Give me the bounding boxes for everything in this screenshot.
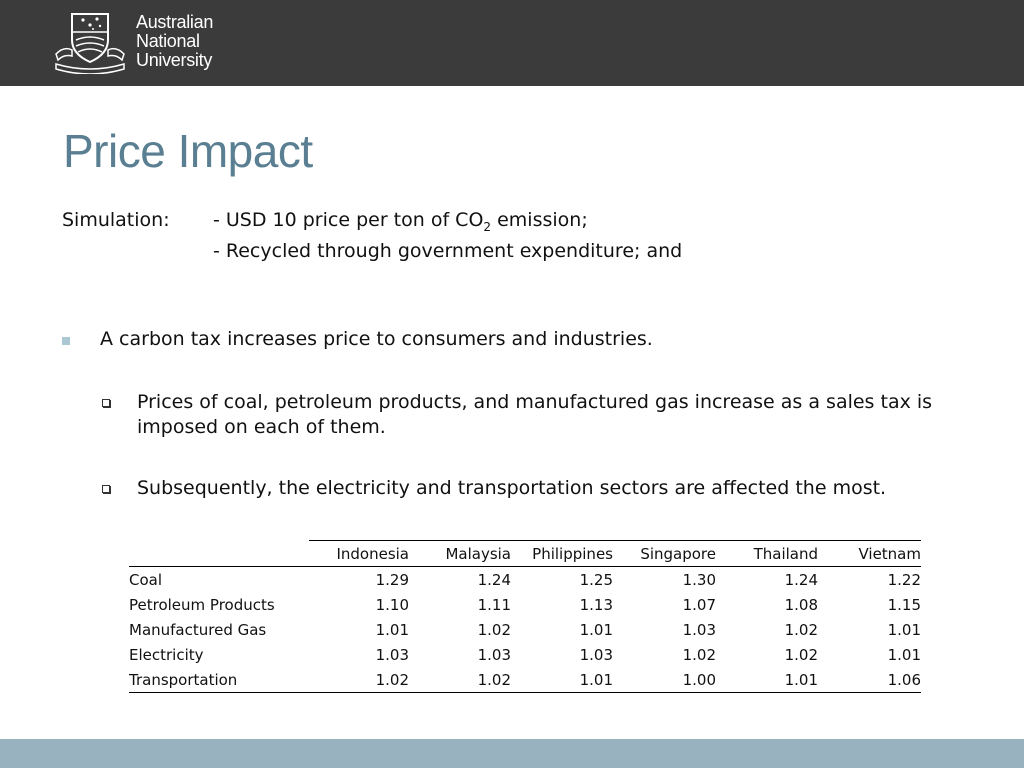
table-cell: 1.07 (682, 595, 716, 614)
table-cell: 1.22 (887, 570, 921, 589)
table-row: Manufactured Gas 1.01 1.02 1.01 1.03 1.0… (129, 617, 921, 642)
column-header: Vietnam (818, 540, 921, 567)
price-impact-table: Indonesia Malaysia Philippines Singapore… (129, 540, 921, 693)
simulation-line-1-suffix: emission; (491, 209, 588, 231)
column-header: Thailand (716, 540, 818, 567)
column-header: Malaysia (409, 540, 511, 567)
table-cell: 1.02 (784, 645, 818, 664)
hollow-square-bullet-icon (102, 399, 110, 407)
simulation-line-2: - Recycled through government expenditur… (213, 240, 683, 262)
table-cell: 1.03 (477, 645, 511, 664)
footer-bar (0, 739, 1024, 768)
column-header: Singapore (613, 540, 716, 567)
table-cell: 1.29 (375, 570, 409, 589)
table-cell: 1.01 (511, 667, 613, 693)
table-cell: 1.13 (579, 595, 613, 614)
square-bullet-icon (62, 337, 70, 345)
table-cell: 1.03 (579, 645, 613, 664)
table-cell: 1.01 (716, 667, 818, 693)
table-cell: 1.24 (477, 570, 511, 589)
table-cell: 1.08 (784, 595, 818, 614)
sub-bullet-2-text: Subsequently, the electricity and transp… (137, 477, 887, 499)
table-cell: 1.00 (613, 667, 716, 693)
table-cell: 1.15 (887, 595, 921, 614)
table-corner-cell (129, 540, 309, 567)
university-line-3: University (136, 50, 213, 70)
co2-subscript: 2 (483, 219, 492, 234)
table-cell: 1.03 (375, 645, 409, 664)
table-row: Coal 1.29 1.24 1.25 1.30 1.24 1.22 (129, 567, 921, 593)
table-cell: 1.01 (375, 620, 409, 639)
table-row: Petroleum Products 1.10 1.11 1.13 1.07 1… (129, 592, 921, 617)
table-cell: 1.02 (409, 667, 511, 693)
header-bar: Australian National University (0, 0, 1024, 86)
hollow-square-bullet-icon (102, 485, 110, 493)
row-label: Electricity (129, 645, 204, 664)
table-row: Electricity 1.03 1.03 1.03 1.02 1.02 1.0… (129, 642, 921, 667)
table-cell: 1.02 (682, 645, 716, 664)
sub-bullet-1: Prices of coal, petroleum products, and … (100, 390, 960, 440)
table-header-row: Indonesia Malaysia Philippines Singapore… (129, 540, 921, 567)
table-cell: 1.25 (579, 570, 613, 589)
university-wordmark: Australian National University (136, 13, 213, 70)
column-header: Philippines (511, 540, 613, 567)
table-cell: 1.02 (477, 620, 511, 639)
university-line-2: National (136, 31, 200, 51)
table-cell: 1.30 (682, 570, 716, 589)
row-label: Coal (129, 570, 163, 589)
row-label: Petroleum Products (129, 595, 275, 614)
university-line-1: Australian (136, 12, 214, 32)
row-label: Transportation (129, 667, 309, 693)
column-header: Indonesia (309, 540, 409, 567)
table-cell: 1.01 (887, 645, 921, 664)
anu-crest-logo (55, 13, 125, 74)
table-row: Transportation 1.02 1.02 1.01 1.00 1.01 … (129, 667, 921, 693)
table-cell: 1.06 (818, 667, 921, 693)
table-cell: 1.02 (309, 667, 409, 693)
sub-bullet-2: Subsequently, the electricity and transp… (100, 476, 960, 501)
table-cell: 1.24 (784, 570, 818, 589)
table-cell: 1.10 (375, 595, 409, 614)
simulation-label: Simulation: (62, 209, 170, 231)
table-cell: 1.02 (784, 620, 818, 639)
sub-bullet-1-text: Prices of coal, petroleum products, and … (137, 391, 933, 438)
row-label: Manufactured Gas (129, 620, 267, 639)
table-cell: 1.01 (579, 620, 613, 639)
table-cell: 1.03 (682, 620, 716, 639)
simulation-line-1-prefix: - USD 10 price per ton of CO (213, 209, 484, 231)
table-cell: 1.11 (477, 595, 511, 614)
simulation-line-1: - USD 10 price per ton of CO2 emission; (213, 205, 588, 243)
slide-title: Price Impact (63, 125, 313, 177)
main-bullet-text: A carbon tax increases price to consumer… (100, 328, 653, 350)
table-cell: 1.01 (887, 620, 921, 639)
